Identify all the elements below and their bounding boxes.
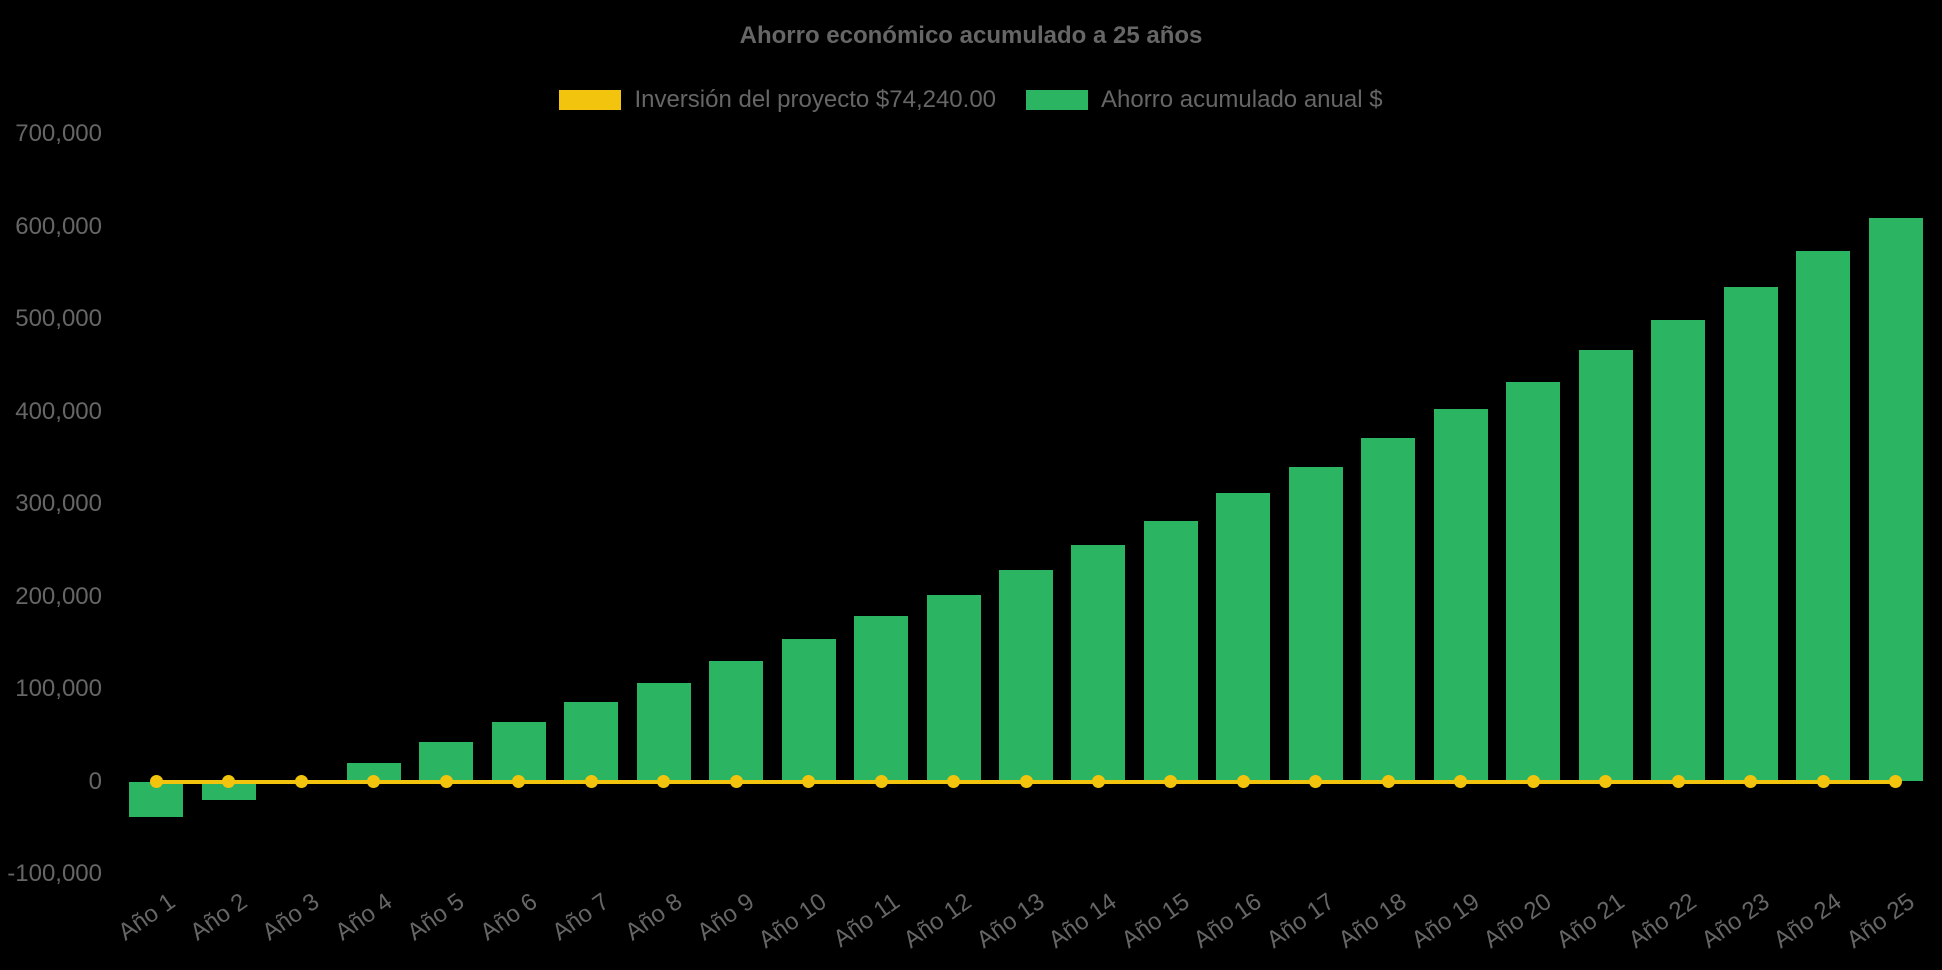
- x-axis-tick-label: Año 16: [1189, 888, 1267, 954]
- x-axis-tick-label: Año 21: [1551, 888, 1630, 954]
- y-axis-tick-label: -100,000: [7, 860, 102, 887]
- investment-line-marker[interactable]: [1744, 775, 1758, 788]
- legend-label-savings: Ahorro acumulado anual $: [1101, 86, 1383, 113]
- bar[interactable]: [1433, 408, 1488, 782]
- y-axis-tick-label: 700,000: [15, 120, 102, 147]
- x-axis-tick-label: Año 24: [1768, 888, 1847, 954]
- bar[interactable]: [1651, 319, 1706, 782]
- x-axis-tick-label: Año 22: [1624, 888, 1702, 954]
- x-axis-tick-label: Año 12: [899, 888, 978, 954]
- x-axis-tick-label: Año 13: [971, 888, 1050, 954]
- x-axis-tick-label: Año 15: [1116, 888, 1195, 954]
- y-axis-tick-label: 200,000: [15, 582, 102, 610]
- investment-line-marker[interactable]: [584, 775, 598, 788]
- investment-line-marker[interactable]: [874, 775, 888, 788]
- bar[interactable]: [419, 741, 474, 782]
- investment-line-marker[interactable]: [1454, 775, 1468, 788]
- x-axis-tick-label: Año 10: [754, 888, 833, 954]
- x-axis-tick-label: Año 4: [330, 888, 398, 947]
- x-axis-tick-label: Año 23: [1696, 888, 1775, 954]
- y-axis-tick-label: 0: [88, 767, 102, 795]
- x-axis-tick-label: Año 8: [620, 888, 688, 947]
- bar[interactable]: [999, 569, 1053, 782]
- bar[interactable]: [1288, 467, 1343, 782]
- y-axis-tick-label: 300,000: [15, 490, 102, 517]
- y-axis-tick-label: 500,000: [15, 305, 102, 332]
- y-axis-tick-label: 400,000: [15, 397, 102, 425]
- legend-item-investment[interactable]: Inversión del proyecto $74,240.00: [559, 86, 996, 114]
- x-axis-tick-label: Año 17: [1261, 888, 1340, 954]
- x-axis-tick-label: Año 2: [185, 888, 253, 947]
- investment-line-marker[interactable]: [802, 775, 816, 788]
- chart-title: Ahorro económico acumulado a 25 años: [739, 22, 1203, 49]
- bar[interactable]: [926, 594, 981, 782]
- investment-line-marker[interactable]: [294, 775, 308, 788]
- bar[interactable]: [346, 763, 401, 782]
- x-axis-tick-label: Año 25: [1841, 888, 1920, 954]
- x-axis-tick-label: Año 7: [547, 888, 615, 947]
- bar[interactable]: [636, 682, 691, 782]
- investment-line-marker[interactable]: [1599, 775, 1613, 788]
- investment-line-marker[interactable]: [1526, 775, 1540, 788]
- investment-line-marker[interactable]: [729, 775, 743, 788]
- investment-line-marker[interactable]: [149, 775, 163, 788]
- bar[interactable]: [1868, 218, 1923, 782]
- chart-legend: Inversión del proyecto $74,240.00 Ahorro…: [0, 86, 1942, 114]
- bar[interactable]: [1071, 544, 1126, 782]
- bar[interactable]: [201, 781, 256, 800]
- x-axis-tick-label: Año 3: [257, 888, 325, 947]
- investment-line-marker[interactable]: [1236, 775, 1250, 788]
- investment-line-marker[interactable]: [512, 775, 526, 788]
- bar[interactable]: [491, 722, 546, 782]
- x-axis-tick-label: Año 1: [112, 888, 180, 947]
- bar[interactable]: [1216, 492, 1271, 782]
- investment-line-marker[interactable]: [222, 775, 236, 788]
- investment-line-marker[interactable]: [439, 775, 453, 788]
- investment-line-marker[interactable]: [1381, 775, 1395, 788]
- bar[interactable]: [1506, 381, 1561, 782]
- x-axis-tick-label: Año 11: [828, 888, 905, 953]
- investment-line-marker[interactable]: [1816, 775, 1830, 788]
- bar[interactable]: [564, 701, 619, 782]
- bar[interactable]: [854, 615, 909, 782]
- y-axis-tick-label: 600,000: [15, 212, 102, 240]
- bar[interactable]: [1143, 520, 1198, 782]
- legend-swatch-investment: [559, 90, 622, 110]
- investment-line-marker[interactable]: [947, 775, 961, 788]
- legend-item-savings[interactable]: Ahorro acumulado anual $: [1026, 86, 1383, 114]
- investment-line-marker[interactable]: [1164, 775, 1178, 788]
- bar[interactable]: [709, 661, 764, 782]
- y-axis-tick-label: 100,000: [15, 675, 102, 702]
- investment-line-marker[interactable]: [1019, 775, 1033, 788]
- legend-label-investment: Inversión del proyecto $74,240.00: [634, 86, 997, 113]
- x-axis-tick-label: Año 18: [1334, 888, 1412, 954]
- investment-line-marker[interactable]: [367, 775, 381, 788]
- x-axis-tick-label: Año 20: [1479, 888, 1557, 954]
- bar[interactable]: [1578, 350, 1633, 782]
- legend-swatch-savings: [1026, 90, 1089, 110]
- x-axis-tick-label: Año 6: [475, 888, 543, 947]
- bar[interactable]: [1723, 286, 1778, 782]
- bar[interactable]: [1361, 438, 1416, 782]
- investment-line-marker[interactable]: [1889, 775, 1903, 788]
- investment-line-marker[interactable]: [1091, 775, 1105, 788]
- bar[interactable]: [1796, 251, 1851, 782]
- investment-line-marker[interactable]: [1309, 775, 1323, 788]
- bar[interactable]: [781, 639, 836, 782]
- x-axis-tick-label: Año 5: [402, 888, 470, 947]
- investment-line-marker[interactable]: [657, 775, 671, 788]
- x-axis-tick-label: Año 14: [1044, 888, 1122, 954]
- x-axis-tick-label: Año 9: [692, 888, 760, 947]
- x-axis-tick-label: Año 19: [1406, 888, 1485, 954]
- investment-line-marker[interactable]: [1671, 775, 1685, 788]
